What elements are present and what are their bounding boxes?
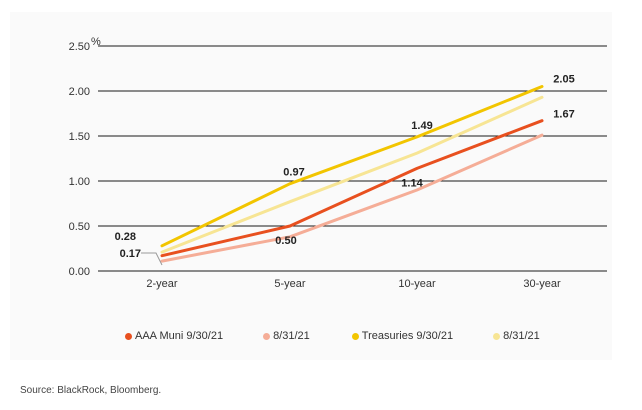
y-tick-label: 2.50 bbox=[69, 41, 90, 53]
data-label: 1.67 bbox=[553, 109, 574, 121]
legend-label: 8/31/21 bbox=[503, 330, 540, 342]
data-label: 1.14 bbox=[401, 177, 423, 189]
series-line bbox=[160, 119, 544, 258]
y-tick-label: 1.00 bbox=[69, 176, 90, 188]
y-tick-label: 1.50 bbox=[69, 131, 90, 143]
x-tick-label: 2-year bbox=[146, 278, 178, 290]
data-label: 1.49 bbox=[411, 120, 432, 132]
y-tick-label: 0.50 bbox=[69, 221, 90, 233]
legend-label: 8/31/21 bbox=[273, 330, 310, 342]
legend-item: Treasuries 9/30/21 bbox=[351, 330, 454, 342]
legend-swatch bbox=[125, 332, 132, 340]
line-chart: 0.00 0.50 1.00 1.50 2.00 2.50 % 2-year 5-year 10-… bbox=[69, 36, 607, 290]
source-note: Source: BlackRock, Bloomberg. bbox=[20, 385, 162, 396]
data-label: 0.28 bbox=[115, 231, 136, 243]
y-unit-label: % bbox=[91, 36, 101, 48]
legend-item: AAA Muni 9/30/21 bbox=[125, 330, 223, 342]
y-tick-label: 2.00 bbox=[69, 86, 90, 98]
legend-swatch bbox=[493, 332, 501, 340]
data-label: 0.97 bbox=[283, 167, 304, 179]
x-tick-label: 30-year bbox=[523, 278, 561, 290]
series-line bbox=[160, 95, 544, 254]
legend-item: 8/31/21 bbox=[263, 330, 310, 342]
x-tick-label: 5-year bbox=[274, 278, 306, 290]
series-line bbox=[160, 133, 544, 263]
legend-swatch bbox=[263, 332, 271, 340]
label-leader-line bbox=[141, 252, 163, 266]
data-label: 0.17 bbox=[120, 248, 141, 260]
series-line bbox=[160, 85, 544, 248]
legend-label: Treasuries 9/30/21 bbox=[361, 330, 454, 342]
legend-swatch bbox=[351, 332, 359, 340]
x-tick-label: 10-year bbox=[398, 278, 436, 290]
chart-panel: 0.00 0.50 1.00 1.50 2.00 2.50% 2-year 5-year 10-… bbox=[10, 12, 612, 360]
data-label: 0.50 bbox=[275, 235, 296, 247]
y-tick-label: 0.00 bbox=[69, 266, 90, 278]
legend-label: AAA Muni 9/30/21 bbox=[135, 330, 224, 342]
legend-item: 8/31/21 bbox=[493, 330, 540, 342]
chart-legend: AAA Muni 9/30/21 8/31/21 Treasuries 9/30/2… bbox=[125, 330, 540, 342]
data-label: 2.05 bbox=[553, 74, 574, 86]
